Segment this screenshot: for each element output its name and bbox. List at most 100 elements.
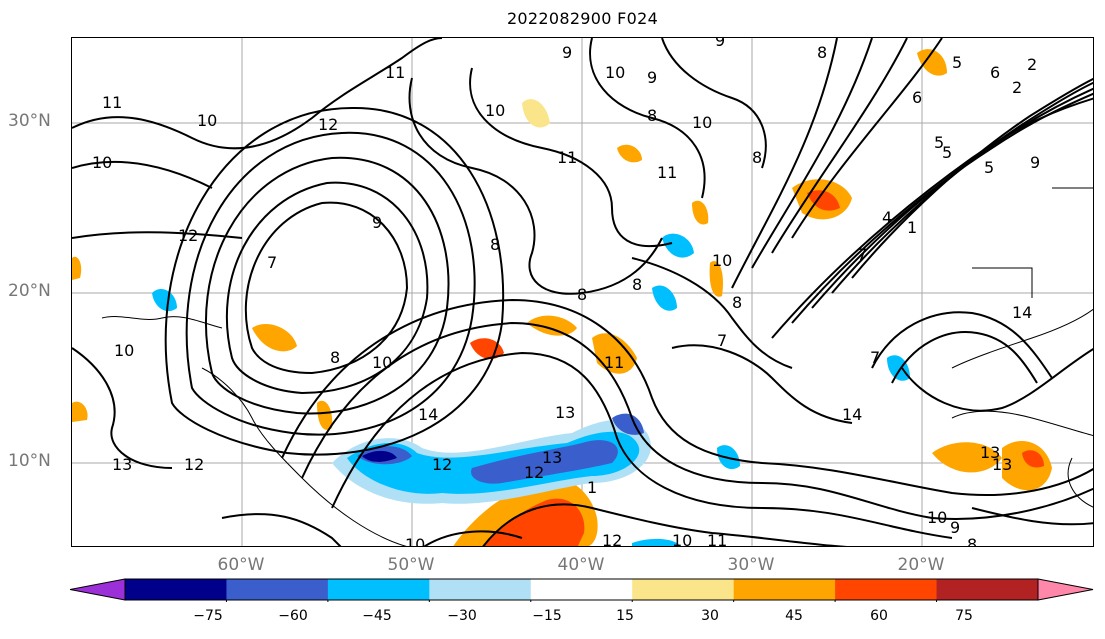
contour-label: 12	[178, 226, 198, 245]
contour-label: 14	[418, 405, 438, 424]
contour-label: 13	[555, 403, 575, 422]
contour-label: 9	[562, 43, 572, 62]
positive-anomaly-light	[522, 99, 550, 128]
colorbar-tick-label: −75	[193, 608, 223, 624]
colorbar-cell	[632, 579, 735, 600]
colorbar-tick-label: 30	[701, 608, 719, 624]
contour-label: 7	[267, 253, 277, 272]
negative-anomaly	[887, 355, 910, 381]
contour-label: 5	[984, 158, 994, 177]
contour-label: 11	[557, 148, 577, 167]
contour-label: 10	[672, 531, 692, 547]
colorbar-tick-label: −15	[532, 608, 562, 624]
contour-label: 5	[952, 53, 962, 72]
colorbar-cell	[835, 579, 938, 600]
negative-anomaly	[652, 285, 677, 311]
contour-label: 10	[485, 101, 505, 120]
contour-label: 2	[1012, 78, 1022, 97]
colorbar-cell	[530, 579, 633, 600]
contour-label: 8	[752, 148, 762, 167]
lat-label-30n: 30°N	[8, 111, 51, 131]
positive-anomaly	[1002, 440, 1052, 491]
contour-label: 1	[587, 478, 597, 497]
contour-label: 13	[980, 443, 1000, 462]
contour-label: 13	[112, 455, 132, 474]
positive-anomaly-strong	[807, 190, 840, 211]
contour-label: 5	[934, 133, 944, 152]
contour-label: 10	[692, 113, 712, 132]
colorbar-extend-low	[70, 578, 126, 601]
colorbar-ticks	[225, 600, 938, 602]
colorbar-tick-label: −45	[362, 608, 392, 624]
contour-label: 12	[318, 115, 338, 134]
coastlines	[101, 187, 1093, 546]
lon-label-40w: 40°W	[557, 555, 605, 575]
contour-label: 6	[990, 63, 1000, 82]
colorbar-tick-label: −30	[447, 608, 477, 624]
contour-label: 10	[712, 251, 732, 270]
contour-label: 8	[732, 293, 742, 312]
contour-label: 9	[715, 38, 725, 50]
contour-label: 12	[184, 455, 204, 474]
contour-label: 9	[950, 518, 960, 537]
positive-anomaly	[932, 442, 1002, 473]
contour-label: 8	[967, 535, 977, 547]
contour-label: 4	[882, 208, 892, 227]
contour-label: 9	[372, 213, 382, 232]
contour-label: 12	[524, 463, 544, 482]
contour-label: 12	[432, 455, 452, 474]
contour-label: 6	[912, 88, 922, 107]
contour-label: 8	[490, 235, 500, 254]
positive-anomaly	[692, 200, 709, 225]
contour-label: 8	[632, 275, 642, 294]
contour-label: 10	[372, 353, 392, 372]
map-svg: 11 12 10 9 10 8 11 9 10 9 8 10 11 8 11 1…	[72, 38, 1093, 547]
contour-label: 14	[842, 405, 862, 424]
positive-anomaly-strong	[470, 338, 504, 360]
negative-anomaly-strong	[471, 440, 618, 484]
shaded-anomalies	[72, 49, 1052, 546]
lon-label-20w: 20°W	[897, 555, 945, 575]
contour-label: 8	[817, 43, 827, 62]
contour-label: 9	[1030, 153, 1040, 172]
map-plot-area: 11 12 10 9 10 8 11 9 10 9 8 10 11 8 11 1…	[71, 37, 1094, 547]
contour-label: 5	[942, 143, 952, 162]
colorbar-tick-label: 60	[870, 608, 888, 624]
colorbar-outline	[124, 578, 1039, 601]
lat-label-20n: 20°N	[8, 281, 51, 301]
colorbar-tick-label: −60	[278, 608, 308, 624]
contour-label: 10	[405, 535, 425, 547]
contour-label: 7	[870, 348, 880, 367]
positive-anomaly	[527, 315, 577, 336]
positive-anomaly	[617, 144, 642, 163]
positive-anomaly	[252, 324, 297, 352]
contour-label: 10	[197, 111, 217, 130]
contour-label: 11	[102, 93, 122, 112]
contour-label: 8	[577, 285, 587, 304]
colorbar-cell	[226, 579, 329, 600]
colorbar-cell	[327, 579, 430, 600]
contour-label: 14	[1012, 303, 1032, 322]
negative-anomaly	[662, 233, 694, 258]
contour-label: 10	[605, 63, 625, 82]
negative-anomaly	[632, 538, 681, 546]
positive-anomaly	[72, 401, 88, 422]
colorbar-cell	[936, 579, 1039, 600]
contour-label: 8	[647, 106, 657, 125]
colorbar-tick-label: 15	[616, 608, 634, 624]
contour-label: 11	[385, 63, 405, 82]
contour-label-group: 11 12 10 9 10 8 11 9 10 9 8 10 11 8 11 1…	[92, 38, 1040, 547]
positive-anomaly	[72, 256, 82, 280]
lon-label-30w: 30°W	[727, 555, 775, 575]
contour-lines	[72, 38, 1093, 546]
contour-label: 13	[992, 455, 1012, 474]
colorbar-tick-label: 75	[955, 608, 973, 624]
contour-label: 10	[114, 341, 134, 360]
map-title: 2022082900 F024	[506, 9, 659, 28]
contour-label: 9	[647, 68, 657, 87]
contour-label: 11	[657, 163, 677, 182]
positive-anomaly	[317, 400, 333, 430]
colorbar-cells	[70, 578, 1094, 601]
negative-anomaly	[152, 288, 177, 312]
contour-label: 2	[1027, 55, 1037, 74]
